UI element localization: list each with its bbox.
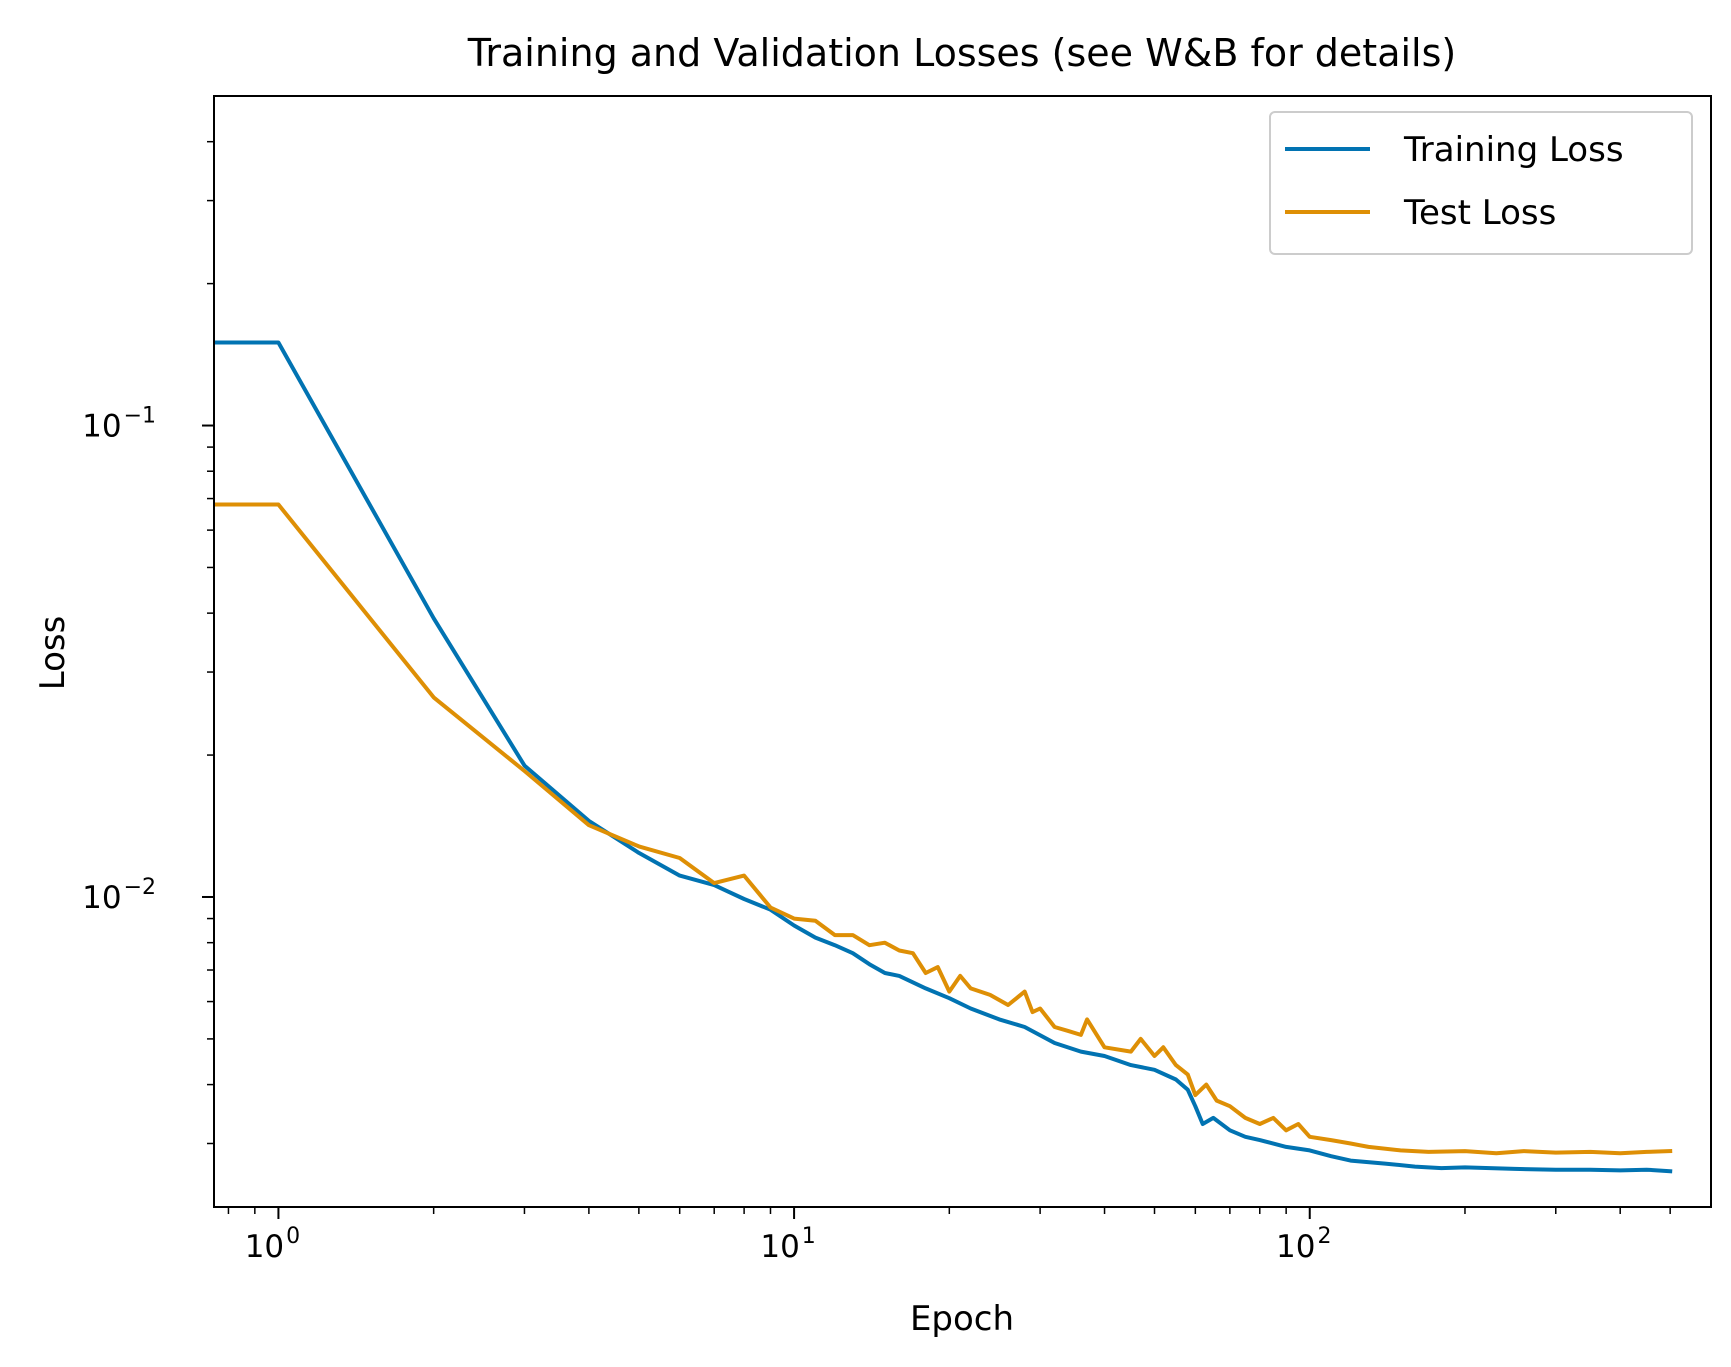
series-line-test-loss	[214, 502, 1673, 1156]
legend-box	[1269, 111, 1693, 255]
legend-label-test-loss: Test Loss	[1403, 193, 1556, 233]
x-tick-exponent: 2	[1317, 1224, 1331, 1249]
y-axis-label: Loss	[33, 616, 73, 691]
y-tick-exponent: −2	[124, 875, 156, 900]
plot-frame	[213, 95, 1712, 1208]
plot-area	[214, 340, 1673, 1174]
x-tick-exponent: 1	[802, 1224, 816, 1249]
legend-label-training-loss: Training Loss	[1403, 130, 1624, 170]
x-tick-exponent: 0	[286, 1224, 300, 1249]
chart-title: Training and Validation Losses (see W&B …	[467, 31, 1456, 75]
legend: Training Loss Test Loss	[1269, 111, 1693, 255]
y-tick-exponent: −1	[124, 404, 156, 429]
series-line-training-loss	[214, 340, 1673, 1174]
x-axis-label: Epoch	[910, 1299, 1014, 1339]
